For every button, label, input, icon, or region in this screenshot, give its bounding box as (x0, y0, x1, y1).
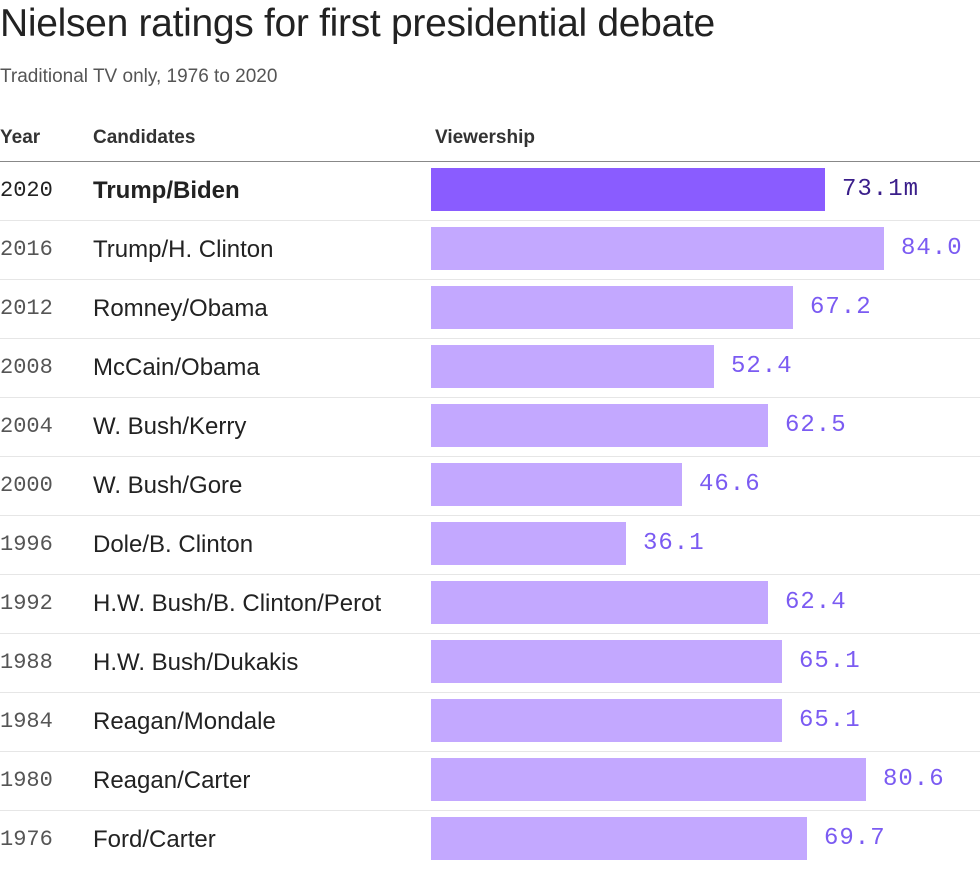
table-row: 2012 Romney/Obama 67.2 (0, 280, 980, 339)
column-header-candidates: Candidates (93, 127, 196, 148)
viewership-bar (431, 581, 768, 624)
table-row: 2008 McCain/Obama 52.4 (0, 339, 980, 398)
year-label: 2016 (0, 237, 53, 262)
viewership-value-label: 62.4 (785, 589, 847, 616)
candidates-label: Trump/H. Clinton (93, 236, 274, 263)
viewership-value-label: 67.2 (810, 294, 872, 321)
candidates-label: W. Bush/Kerry (93, 413, 247, 440)
viewership-value-label: 65.1 (799, 648, 861, 675)
viewership-value-label: 36.1 (643, 530, 705, 557)
viewership-value-label: 62.5 (785, 412, 847, 439)
year-label: 1976 (0, 827, 53, 852)
chart-rows: 2020 Trump/Biden 73.1m 2016 Trump/H. Clinton… (0, 162, 980, 870)
viewership-bar (431, 640, 782, 683)
year-label: 2008 (0, 355, 53, 380)
candidates-label: Reagan/Carter (93, 767, 251, 794)
viewership-bar (431, 758, 866, 801)
table-row: 1996 Dole/B. Clinton 36.1 (0, 516, 980, 575)
year-label: 1980 (0, 768, 53, 793)
candidates-label: H.W. Bush/Dukakis (93, 649, 299, 676)
column-header-viewership: Viewership (435, 127, 535, 148)
column-header-year: Year (0, 127, 41, 148)
viewership-bar (431, 168, 825, 211)
candidates-label: W. Bush/Gore (93, 472, 243, 499)
candidates-label: Ford/Carter (93, 826, 216, 853)
viewership-bar (431, 699, 782, 742)
table-row: 1988 H.W. Bush/Dukakis 65.1 (0, 634, 980, 693)
table-row: 2004 W. Bush/Kerry 62.5 (0, 398, 980, 457)
chart-subtitle: Traditional TV only, 1976 to 2020 (0, 66, 278, 87)
viewership-bar (431, 817, 807, 860)
viewership-value-label: 84.0 (901, 235, 963, 262)
year-label: 1992 (0, 591, 53, 616)
viewership-value-label: 80.6 (883, 766, 945, 793)
viewership-bar (431, 345, 714, 388)
viewership-value-label: 46.6 (699, 471, 761, 498)
candidates-label: Trump/Biden (93, 177, 240, 204)
table-row: 1992 H.W. Bush/B. Clinton/Perot 62.4 (0, 575, 980, 634)
header-divider (0, 161, 980, 162)
table-row: 2020 Trump/Biden 73.1m (0, 162, 980, 221)
chart-title: Nielsen ratings for first presidential d… (0, 2, 715, 45)
year-label: 1988 (0, 650, 53, 675)
year-label: 1984 (0, 709, 53, 734)
viewership-value-label: 69.7 (824, 825, 886, 852)
candidates-label: Dole/B. Clinton (93, 531, 254, 558)
viewership-bar (431, 404, 768, 447)
candidates-label: Reagan/Mondale (93, 708, 276, 735)
year-label: 1996 (0, 532, 53, 557)
viewership-bar (431, 463, 682, 506)
viewership-value-label: 65.1 (799, 707, 861, 734)
table-row: 1984 Reagan/Mondale 65.1 (0, 693, 980, 752)
viewership-bar (431, 286, 793, 329)
candidates-label: H.W. Bush/B. Clinton/Perot (93, 590, 382, 617)
candidates-label: McCain/Obama (93, 354, 260, 381)
viewership-bar (431, 522, 626, 565)
viewership-value-label: 73.1m (842, 176, 920, 203)
viewership-value-label: 52.4 (731, 353, 793, 380)
year-label: 2012 (0, 296, 53, 321)
table-row: 2000 W. Bush/Gore 46.6 (0, 457, 980, 516)
table-row: 2016 Trump/H. Clinton 84.0 (0, 221, 980, 280)
table-row: 1976 Ford/Carter 69.7 (0, 811, 980, 870)
table-row: 1980 Reagan/Carter 80.6 (0, 752, 980, 811)
year-label: 2020 (0, 178, 53, 203)
year-label: 2000 (0, 473, 53, 498)
year-label: 2004 (0, 414, 53, 439)
viewership-bar (431, 227, 884, 270)
candidates-label: Romney/Obama (93, 295, 268, 322)
